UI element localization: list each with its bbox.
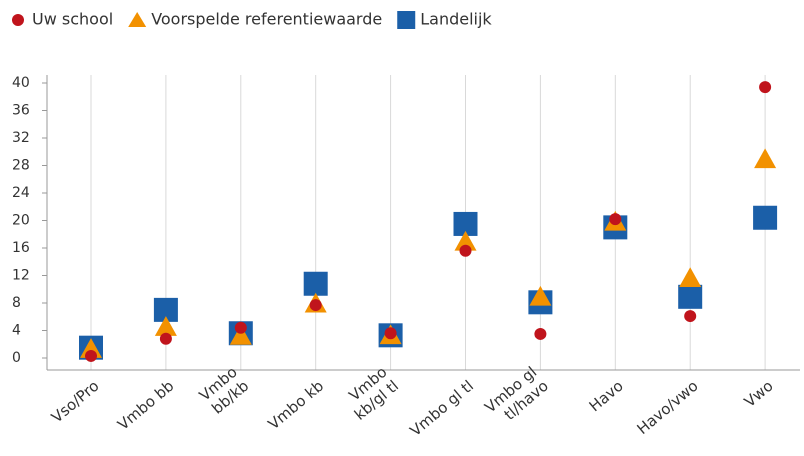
y-tick-label: 20 bbox=[12, 213, 30, 229]
x-tick-label-line: Havo bbox=[586, 377, 627, 416]
dot bbox=[159, 332, 172, 345]
triangle bbox=[754, 148, 777, 169]
dot bbox=[534, 327, 547, 340]
y-tick-label: 4 bbox=[12, 323, 21, 339]
dot bbox=[234, 321, 247, 334]
triangle bbox=[154, 316, 177, 336]
y-tick-label: 16 bbox=[12, 240, 30, 256]
x-tick-label-line: Vmbo bb bbox=[114, 377, 177, 434]
dot bbox=[85, 349, 97, 362]
x-tick-label: Vmbo bb bbox=[114, 377, 177, 434]
dot bbox=[384, 327, 397, 340]
y-tick-label: 40 bbox=[12, 75, 30, 91]
x-tick-label: Havo/vwo bbox=[633, 377, 701, 438]
square bbox=[753, 205, 778, 230]
triangle bbox=[80, 338, 102, 358]
y-tick-label: 28 bbox=[12, 158, 30, 174]
y-tick-label: 32 bbox=[12, 130, 30, 146]
triangle bbox=[679, 267, 702, 288]
legend-marker bbox=[12, 14, 24, 26]
y-tick-label: 12 bbox=[12, 268, 30, 284]
y-tick-label: 24 bbox=[12, 185, 30, 201]
triangle bbox=[229, 325, 252, 345]
y-tick-label: 8 bbox=[12, 295, 21, 311]
dot bbox=[459, 244, 472, 257]
x-tick-label: Vso/Pro bbox=[48, 377, 103, 427]
x-tick-label: Havo bbox=[586, 377, 627, 416]
legend-marker bbox=[128, 12, 147, 27]
x-tick-label-line: Vmbo gl tl bbox=[407, 377, 477, 440]
y-tick-label: 36 bbox=[12, 103, 30, 119]
dot bbox=[309, 299, 322, 312]
dot bbox=[759, 81, 772, 94]
triangle bbox=[529, 285, 552, 306]
legend-marker bbox=[397, 11, 416, 29]
square bbox=[678, 284, 703, 309]
x-tick-label-line: Vwo bbox=[741, 377, 777, 411]
x-tick-label-line: Vmbo kb bbox=[265, 377, 328, 434]
y-tick-label: 0 bbox=[12, 350, 21, 366]
x-tick-label: Vmbo kb bbox=[265, 377, 328, 434]
x-tick-label-line: Vso/Pro bbox=[48, 377, 103, 427]
dot bbox=[684, 310, 697, 323]
legend-label: Landelijk bbox=[420, 10, 492, 29]
x-tick-label: Vmbo gl tl bbox=[407, 377, 477, 440]
triangle bbox=[454, 230, 477, 251]
x-tick-label-line: Havo/vwo bbox=[633, 377, 701, 438]
legend-label: Uw school bbox=[32, 10, 113, 29]
square bbox=[303, 271, 328, 296]
legend-label: Voorspelde referentiewaarde bbox=[151, 10, 382, 29]
dot bbox=[609, 213, 622, 226]
x-tick-label: Vwo bbox=[741, 377, 777, 411]
